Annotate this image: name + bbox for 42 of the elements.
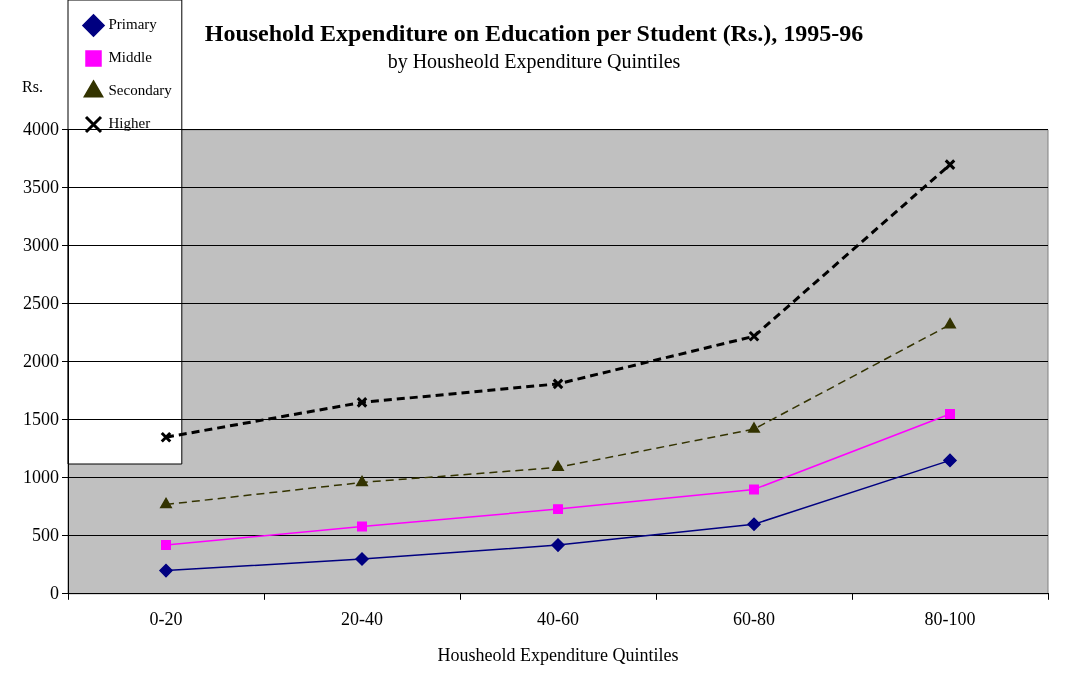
point (748, 422, 760, 433)
point (356, 396, 368, 409)
y-tick-label: 0 (50, 582, 59, 603)
point (944, 158, 956, 171)
point (551, 538, 565, 552)
chart-title: Household Expenditure on Education per Student (Rs.), 1995-96 (204, 19, 864, 46)
point (552, 378, 564, 390)
legend-label: Higher (108, 115, 151, 132)
point (748, 330, 760, 343)
point (159, 563, 173, 578)
y-tick-label: 2000 (23, 350, 59, 371)
point (747, 517, 761, 531)
point (943, 453, 957, 468)
y-tick-label: 3000 (23, 234, 59, 255)
point (749, 484, 759, 495)
x-tick-label: 20-40 (341, 609, 383, 630)
point (553, 504, 563, 515)
point (357, 521, 367, 532)
x-axis-title: Housheold Expenditure Quintiles (437, 644, 679, 665)
point (552, 460, 564, 472)
x-tick-label: 80-100 (924, 609, 976, 630)
y-tick-label: 1000 (23, 466, 59, 487)
point (160, 431, 172, 443)
y-tick-label: 500 (32, 524, 59, 545)
legend-label: Secondary (108, 82, 173, 99)
point (161, 540, 171, 551)
point (355, 552, 369, 566)
chart-subtitle: by Housheold Expenditure Quintiles (387, 50, 681, 74)
legend-label: Middle (108, 49, 153, 66)
x-tick-label: 0-20 (149, 609, 183, 630)
legend-label: Primary (108, 16, 158, 33)
point (944, 317, 956, 329)
y-axis-title: Rs. (22, 77, 43, 95)
point (945, 409, 955, 419)
y-tick-label: 4000 (23, 118, 59, 139)
point (356, 475, 368, 487)
y-tick-label: 1500 (23, 408, 59, 429)
y-tick-label: 3500 (23, 176, 59, 197)
y-tick-label: 2500 (23, 292, 59, 313)
x-tick-label: 40-60 (537, 609, 579, 630)
x-tick-label: 60-80 (733, 609, 775, 630)
point (160, 497, 172, 509)
